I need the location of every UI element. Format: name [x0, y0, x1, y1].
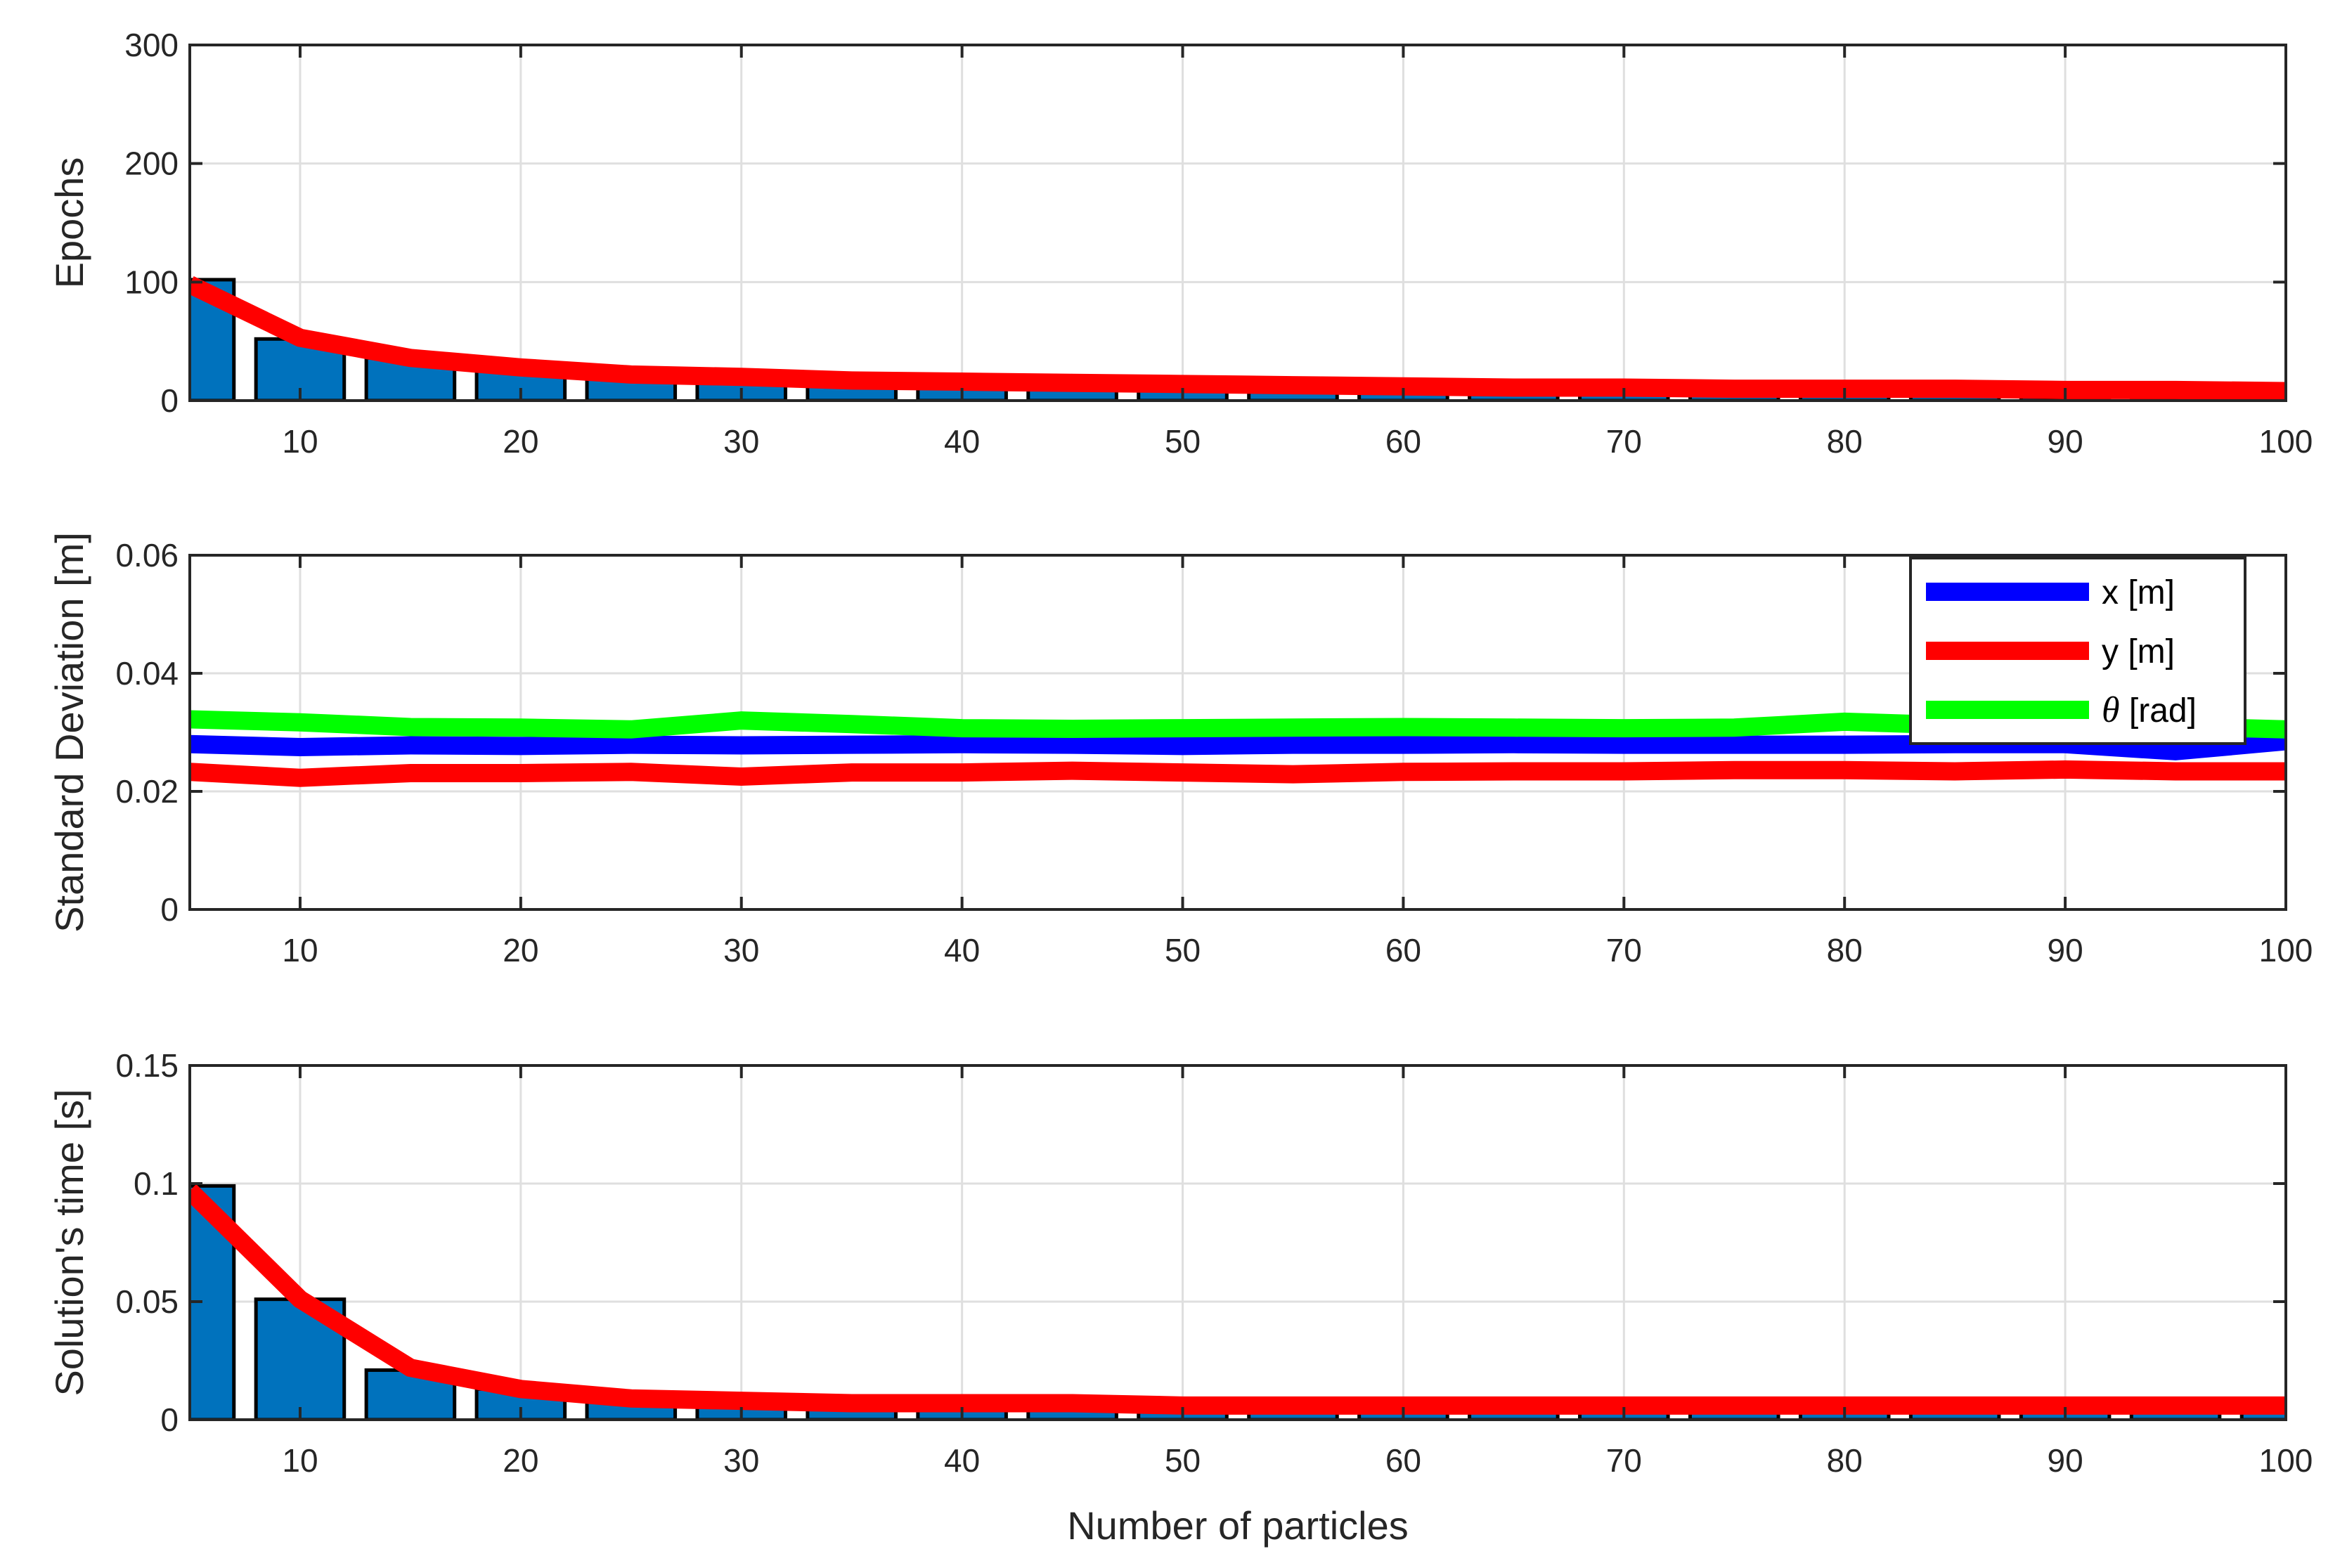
- x-tick-label: 70: [1606, 423, 1642, 460]
- x-tick-label: 30: [723, 932, 759, 968]
- y-tick-label: 0.15: [115, 1047, 179, 1084]
- x-tick-label: 90: [2048, 423, 2083, 460]
- x-tick-label: 30: [723, 423, 759, 460]
- y-tick-label: 0.02: [115, 773, 179, 810]
- y-axis-label: Standard Deviation [m]: [47, 532, 91, 933]
- x-tick-label: 10: [282, 423, 318, 460]
- x-tick-label: 40: [944, 423, 980, 460]
- x-tick-label: 50: [1165, 423, 1201, 460]
- epochs-panel: 10 20 30 40 50 60 70 80 90 100 0 100 200 300 Epochs: [47, 27, 2313, 460]
- axes-box: [188, 554, 2287, 911]
- x-axis-label: Number of particles: [1067, 1503, 1409, 1548]
- y-tick-label: 0.05: [115, 1283, 179, 1320]
- x-tick-label: 60: [1385, 423, 1421, 460]
- x-tick-label: 90: [2048, 932, 2083, 968]
- x-tick-label: 40: [944, 1442, 980, 1479]
- y-tick-label: 0.1: [134, 1165, 179, 1202]
- trend-line: [190, 276, 2286, 401]
- x-tick-label: 70: [1606, 932, 1642, 968]
- x-tick-label: 60: [1385, 1442, 1421, 1479]
- y-axis-label: Epochs: [47, 157, 91, 289]
- trend-line: [190, 1184, 2286, 1415]
- legend-label-rest: [rad]: [2120, 692, 2197, 730]
- plot-area: [190, 1065, 2286, 1420]
- y-tick-label: 100: [124, 264, 179, 300]
- y-axis-label: Solution's time [s]: [47, 1089, 91, 1396]
- legend-label: x [m]: [2102, 574, 2175, 611]
- legend-label-symbol: θ: [2102, 690, 2120, 730]
- y-tick-label: 0.04: [115, 655, 179, 692]
- x-tick-label: 30: [723, 1442, 759, 1479]
- x-tick-label: 80: [1827, 1442, 1863, 1479]
- x-tick-label: 50: [1165, 932, 1201, 968]
- x-tick-label: 100: [2259, 1442, 2313, 1479]
- legend-label: θ [rad]: [2102, 690, 2197, 730]
- y-tick-label: 300: [124, 27, 179, 63]
- legend-label: y [m]: [2102, 633, 2175, 670]
- std-panel: 10 20 30 40 50 60 70 80 90 100 0 0.02 0.04 0.06 Standa…: [47, 532, 2313, 968]
- x-tick-label: 70: [1606, 1442, 1642, 1479]
- y-tick-label: 0: [160, 1401, 179, 1438]
- x-tick-label: 80: [1827, 423, 1863, 460]
- x-tick-label: 100: [2259, 423, 2313, 460]
- x-tick-label: 50: [1165, 1442, 1201, 1479]
- x-tick-label: 20: [503, 1442, 538, 1479]
- series-line-2: [190, 760, 2286, 787]
- y-tick-label: 200: [124, 145, 179, 182]
- x-tick-label: 20: [503, 423, 538, 460]
- x-tick-label: 60: [1385, 932, 1421, 968]
- plot-area: [190, 45, 2286, 401]
- x-tick-label: 90: [2048, 1442, 2083, 1479]
- y-tick-label: 0.06: [115, 537, 179, 574]
- y-tick-label: 0: [160, 891, 179, 928]
- axes-box: [188, 1064, 2287, 1421]
- x-tick-label: 80: [1827, 932, 1863, 968]
- time-panel: 10 20 30 40 50 60 70 80 90 100 0 0.05 0.1 0.15 Solutio…: [47, 1047, 2313, 1548]
- x-tick-label: 10: [282, 932, 318, 968]
- axes-box: [188, 44, 2287, 402]
- x-tick-label: 40: [944, 932, 980, 968]
- y-tick-label: 0: [160, 382, 179, 419]
- x-tick-label: 100: [2259, 932, 2313, 968]
- x-tick-label: 10: [282, 1442, 318, 1479]
- legend: x [m] y [m] θ [rad]: [1909, 557, 2246, 745]
- x-tick-label: 20: [503, 932, 538, 968]
